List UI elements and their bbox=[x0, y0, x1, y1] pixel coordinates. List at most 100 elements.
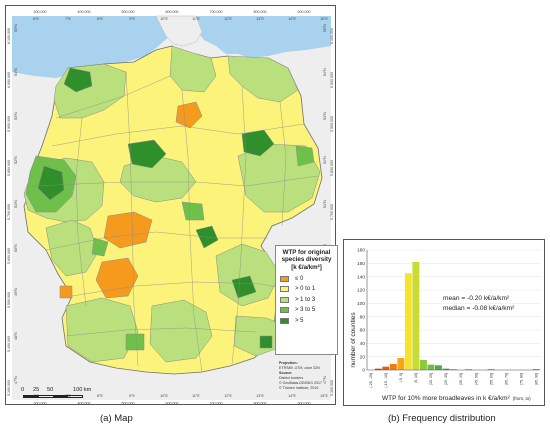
histogram-bar bbox=[412, 262, 420, 370]
map-lat-tick-left: 55°N bbox=[14, 24, 18, 32]
scale-segment bbox=[68, 396, 83, 397]
map-x-tick-bottom: 300.000 bbox=[34, 402, 47, 406]
chart-caption: (b) Frequency distribution bbox=[388, 413, 496, 424]
source-line: District borders bbox=[279, 376, 304, 381]
legend-item-0-1: > 0 to 1 bbox=[280, 286, 333, 293]
legend-label: > 5 bbox=[295, 317, 304, 324]
map-lon-tick-top: 10°E bbox=[160, 17, 168, 21]
y-tick-label: 60 bbox=[360, 328, 366, 334]
map-x-tick-bottom: 700.000 bbox=[210, 402, 223, 406]
map-panel: 300.000 300.000 400.000 400.000 500.000 500.0… bbox=[5, 5, 339, 406]
map-x-tick-bottom: 600.000 bbox=[166, 402, 179, 406]
y-tick-label: 100 bbox=[357, 301, 365, 307]
y-tick-label: 80 bbox=[360, 314, 366, 320]
scale-labels: 0 25 50 100 km bbox=[21, 387, 111, 394]
y-tick-label: 160 bbox=[357, 261, 365, 267]
mean-annotation: mean = -0.20 k€/a/km² bbox=[443, 295, 510, 302]
map-x-tick-top: 800.000 bbox=[254, 10, 267, 14]
legend-swatch bbox=[280, 296, 289, 303]
map-lat-tick-left: 50°N bbox=[14, 244, 18, 252]
district-borders bbox=[31, 71, 319, 373]
map-lon-tick-bottom: 10°E bbox=[160, 394, 168, 398]
legend-label: > 1 to 3 bbox=[295, 296, 316, 303]
x-tick-label: (75, 80] bbox=[519, 373, 523, 385]
denmark-land bbox=[155, 15, 203, 47]
north-sea bbox=[12, 16, 176, 78]
copyright: © Thünen Institute, 2019 bbox=[279, 386, 319, 391]
map-lat-tick-right: 47°N bbox=[323, 376, 327, 384]
map-y-tick-right: 5.800.000 bbox=[330, 160, 334, 176]
x-tick-label: (-15, -10] bbox=[384, 373, 388, 388]
x-tick-label: (45, 50] bbox=[474, 373, 478, 385]
map-x-tick-bottom: 500.000 bbox=[122, 402, 135, 406]
chart-y-ticks: 0 20 40 60 80 100 120 140 160 180 bbox=[357, 248, 365, 374]
baltic-sea bbox=[184, 16, 331, 58]
scale-segment bbox=[24, 396, 39, 397]
histogram-bar bbox=[450, 369, 457, 370]
map-lon-tick-top: 9°E bbox=[129, 17, 135, 21]
map-credits: Projection: ETRS89, UTM, zone 32N Source… bbox=[279, 361, 339, 392]
map-lon-tick-bottom: 9°E bbox=[129, 394, 135, 398]
scale-label: 0 bbox=[21, 387, 25, 393]
map-lon-tick-top: 13°E bbox=[256, 17, 264, 21]
chart-grid bbox=[367, 249, 540, 371]
map-lat-tick-right: 54°N bbox=[323, 68, 327, 76]
chart-axes bbox=[366, 250, 540, 371]
map-x-tick-top: 900.000 bbox=[298, 10, 311, 14]
map-y-tick-left: 5.300.000 bbox=[7, 380, 11, 396]
histogram-bar bbox=[389, 364, 397, 370]
legend-label: > 0 to 1 bbox=[295, 286, 316, 293]
x-axis-label: WTP for 10% more broadleaves in k €/a/km… bbox=[382, 395, 531, 402]
map-lat-tick-right: 51°N bbox=[323, 200, 327, 208]
scale-label: 25 bbox=[33, 387, 40, 393]
legend-item-le0: ≤ 0 bbox=[280, 275, 333, 282]
median-annotation: median = -0.08 k€/a/km² bbox=[443, 305, 515, 312]
map-caption: (a) Map bbox=[100, 413, 133, 424]
map-y-tick-left: 5.600.000 bbox=[7, 248, 11, 264]
map-lon-tick-top: 7°E bbox=[65, 17, 71, 21]
histogram-bar bbox=[442, 368, 450, 370]
scale-label: 50 bbox=[47, 387, 54, 393]
map-x-tick-top: 300.000 bbox=[34, 10, 47, 14]
x-tick-label: (-5, 0] bbox=[399, 373, 403, 382]
histogram-bar bbox=[382, 366, 390, 370]
map-lon-tick-bottom: 7°E bbox=[65, 394, 71, 398]
map-y-tick-left: 6.100.000 bbox=[7, 28, 11, 44]
histogram-bar bbox=[427, 364, 435, 370]
map-y-tick-left: 5.400.000 bbox=[7, 336, 11, 352]
map-x-tick-top: 700.000 bbox=[210, 10, 223, 14]
districts-orange bbox=[59, 101, 203, 299]
y-tick-label: 20 bbox=[360, 354, 366, 360]
map-ticks: 300.000 300.000 400.000 400.000 500.000 500.0… bbox=[7, 10, 334, 406]
map-frame: 300.000 300.000 400.000 400.000 500.000 500.0… bbox=[5, 5, 337, 406]
map-y-tick-right: 6.100.000 bbox=[330, 28, 334, 44]
x-tick-label: (55, 60] bbox=[489, 373, 493, 385]
map-canvas[interactable]: 300.000 300.000 400.000 400.000 500.000 500.0… bbox=[6, 6, 337, 406]
legend-swatch bbox=[280, 307, 289, 314]
histogram-bar bbox=[434, 365, 442, 370]
y-tick-label: 140 bbox=[357, 274, 365, 280]
map-lat-tick-left: 52°N bbox=[14, 156, 18, 164]
x-axis-label-small: (from, to) bbox=[513, 396, 531, 401]
map-lon-tick-bottom: 15°E bbox=[320, 394, 328, 398]
map-y-tick-right: 5.700.000 bbox=[330, 204, 334, 220]
map-x-tick-top: 500.000 bbox=[122, 10, 135, 14]
x-axis-label-main: WTP for 10% more broadleaves in k €/a/km… bbox=[382, 395, 511, 402]
legend-swatch bbox=[280, 286, 289, 293]
legend-item-1-3: > 1 to 3 bbox=[280, 296, 333, 303]
histogram-bar bbox=[404, 273, 412, 370]
legend-title-line: WTP for original bbox=[282, 249, 331, 256]
legend-item-3-5: > 3 to 5 bbox=[280, 307, 333, 314]
map-x-tick-bottom: 800.000 bbox=[254, 402, 267, 406]
map-legend: WTP for original species diversity [k €/… bbox=[275, 245, 338, 355]
projection-label: Projection: bbox=[279, 361, 298, 365]
projection-value: ETRS89, UTM, zone 32N bbox=[279, 366, 320, 371]
legend-label: ≤ 0 bbox=[295, 275, 304, 282]
scale-track bbox=[23, 395, 83, 398]
map-lat-tick-left: 47°N bbox=[14, 376, 18, 384]
map-lat-tick-left: 49°N bbox=[14, 288, 18, 296]
map-x-tick-top: 600.000 bbox=[166, 10, 179, 14]
scale-segment bbox=[39, 396, 54, 397]
scale-bar: 0 25 50 100 km bbox=[21, 387, 111, 401]
map-lat-tick-left: 48°N bbox=[14, 332, 18, 340]
